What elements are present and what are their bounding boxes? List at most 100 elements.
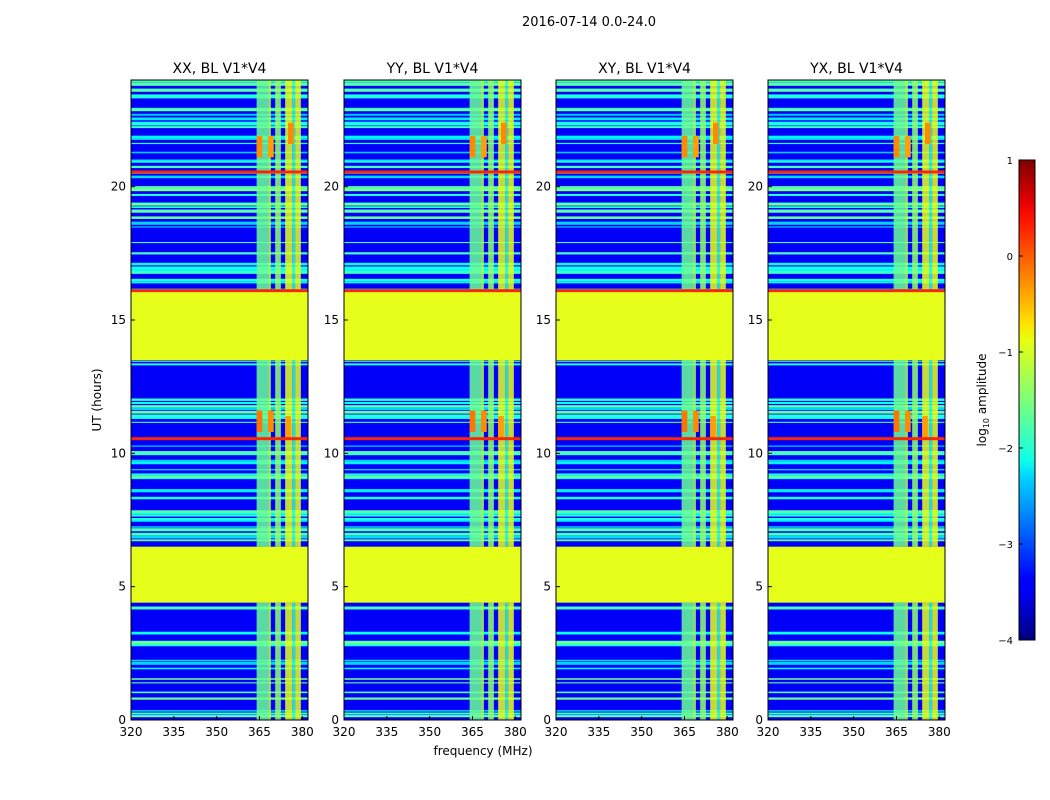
y-tick-label: 10: [324, 446, 339, 460]
rfi-stripe: [556, 194, 733, 196]
x-tick-label: 350: [205, 725, 228, 739]
rfi-stripe: [131, 477, 308, 480]
rfi-stripe: [344, 410, 521, 414]
rfi-stripe: [344, 123, 521, 126]
rfi-stripe: [131, 151, 308, 154]
rfi-stripe: [768, 512, 945, 515]
rfi-stripe: [344, 398, 521, 401]
rfi-channel: [295, 80, 301, 291]
rfi-channel: [700, 602, 706, 720]
rfi-stripe: [768, 461, 945, 465]
rfi-stripe: [344, 266, 521, 270]
rfi-channel: [285, 602, 293, 720]
rfi-stripe: [768, 113, 945, 116]
rfi-stripe: [556, 518, 733, 521]
x-tick-label: 335: [375, 725, 398, 739]
rfi-stripe: [344, 194, 521, 196]
rfi-channel: [693, 80, 696, 291]
rfi-stripe: [556, 223, 733, 225]
rfi-stripe: [344, 80, 521, 83]
rfi-stripe: [768, 206, 945, 208]
figure-suptitle: 2016-07-14 0.0-24.0: [522, 15, 656, 30]
rfi-channel: [488, 602, 494, 720]
rfi-stripe: [131, 697, 308, 700]
rfi-stripe: [344, 452, 521, 456]
rfi-stripe: [768, 659, 945, 662]
rfi-channel: [700, 360, 706, 547]
rfi-stripe: [556, 631, 733, 635]
rfi-stripe: [344, 473, 521, 476]
rfi-stripe: [344, 121, 521, 125]
rfi-line: [344, 289, 521, 293]
rfi-stripe: [768, 117, 945, 121]
rfi-stripe: [556, 510, 733, 514]
rfi-stripe: [344, 241, 521, 244]
rfi-hot-spot: [498, 416, 504, 438]
rfi-stripe: [556, 477, 733, 480]
rfi-channel: [932, 360, 938, 547]
y-tick-label: 20: [536, 180, 551, 194]
rfi-stripe: [768, 452, 945, 456]
rfi-stripe: [556, 210, 733, 213]
rfi-stripe: [344, 528, 521, 532]
y-tick-label: 10: [536, 446, 551, 460]
y-tick-label: 5: [331, 580, 339, 594]
rfi-stripe: [768, 407, 945, 411]
rfi-stripe: [768, 82, 945, 86]
x-tick-label: 335: [162, 725, 185, 739]
rfi-channel: [268, 360, 271, 547]
panel-3: XY, BL V1*V4 320 335 350 365 380 0 5 10 15 20: [536, 61, 739, 739]
rfi-stripe: [556, 137, 733, 140]
rfi-channel: [508, 602, 514, 720]
rfi-stripe: [344, 414, 521, 417]
rfi-stripe: [344, 421, 521, 423]
rfi-channel: [488, 360, 494, 547]
rfi-stripe: [344, 667, 521, 670]
rfi-channel: [498, 602, 506, 720]
rfi-stripe: [344, 175, 521, 179]
rfi-channel: [256, 360, 269, 547]
rfi-hot-spot: [905, 410, 911, 432]
rfi-stripe: [344, 640, 521, 643]
rfi-stripe: [768, 476, 945, 479]
rfi-stripe: [556, 241, 733, 244]
panel-2: YY, BL V1*V4 320 335 350 365 380 0 5 10 15 20: [324, 61, 527, 739]
rfi-stripe: [556, 528, 733, 532]
rfi-stripe: [556, 175, 733, 179]
rfi-stripe: [768, 412, 945, 414]
rfi-stripe: [344, 518, 521, 521]
y-tick-label: 20: [748, 180, 763, 194]
rfi-stripe: [768, 405, 945, 408]
rfi-channel: [275, 80, 281, 291]
rfi-stripe: [556, 539, 733, 542]
rfi-channel: [469, 360, 482, 547]
rfi-stripe: [556, 642, 733, 644]
rfi-stripe: [556, 398, 733, 401]
rfi-stripe: [556, 459, 733, 462]
rfi-stripe: [556, 682, 733, 684]
rfi-stripe: [131, 469, 308, 471]
rfi-stripe: [556, 496, 733, 499]
rfi-stripe: [131, 360, 308, 362]
rfi-stripe: [556, 640, 733, 643]
rfi-stripe: [344, 142, 521, 145]
rfi-line: [556, 170, 733, 174]
rfi-stripe: [556, 113, 733, 116]
rfi-stripe: [768, 631, 945, 635]
rfi-stripe: [344, 268, 521, 272]
rfi-channel: [275, 360, 281, 547]
rfi-stripe: [131, 226, 308, 228]
rfi-stripe: [556, 278, 733, 281]
rfi-stripe: [131, 661, 308, 665]
rfi-channel: [256, 80, 269, 291]
rfi-stripe: [131, 123, 308, 126]
rfi-channel: [905, 80, 908, 291]
rfi-stripe: [131, 414, 308, 417]
rfi-stripe: [768, 697, 945, 700]
rfi-stripe: [768, 175, 945, 179]
y-axis-label: UT (hours): [90, 368, 104, 431]
rfi-stripe: [768, 532, 945, 536]
rfi-channel: [469, 80, 482, 291]
rfi-stripe: [131, 631, 308, 635]
rfi-stripe: [131, 496, 308, 499]
